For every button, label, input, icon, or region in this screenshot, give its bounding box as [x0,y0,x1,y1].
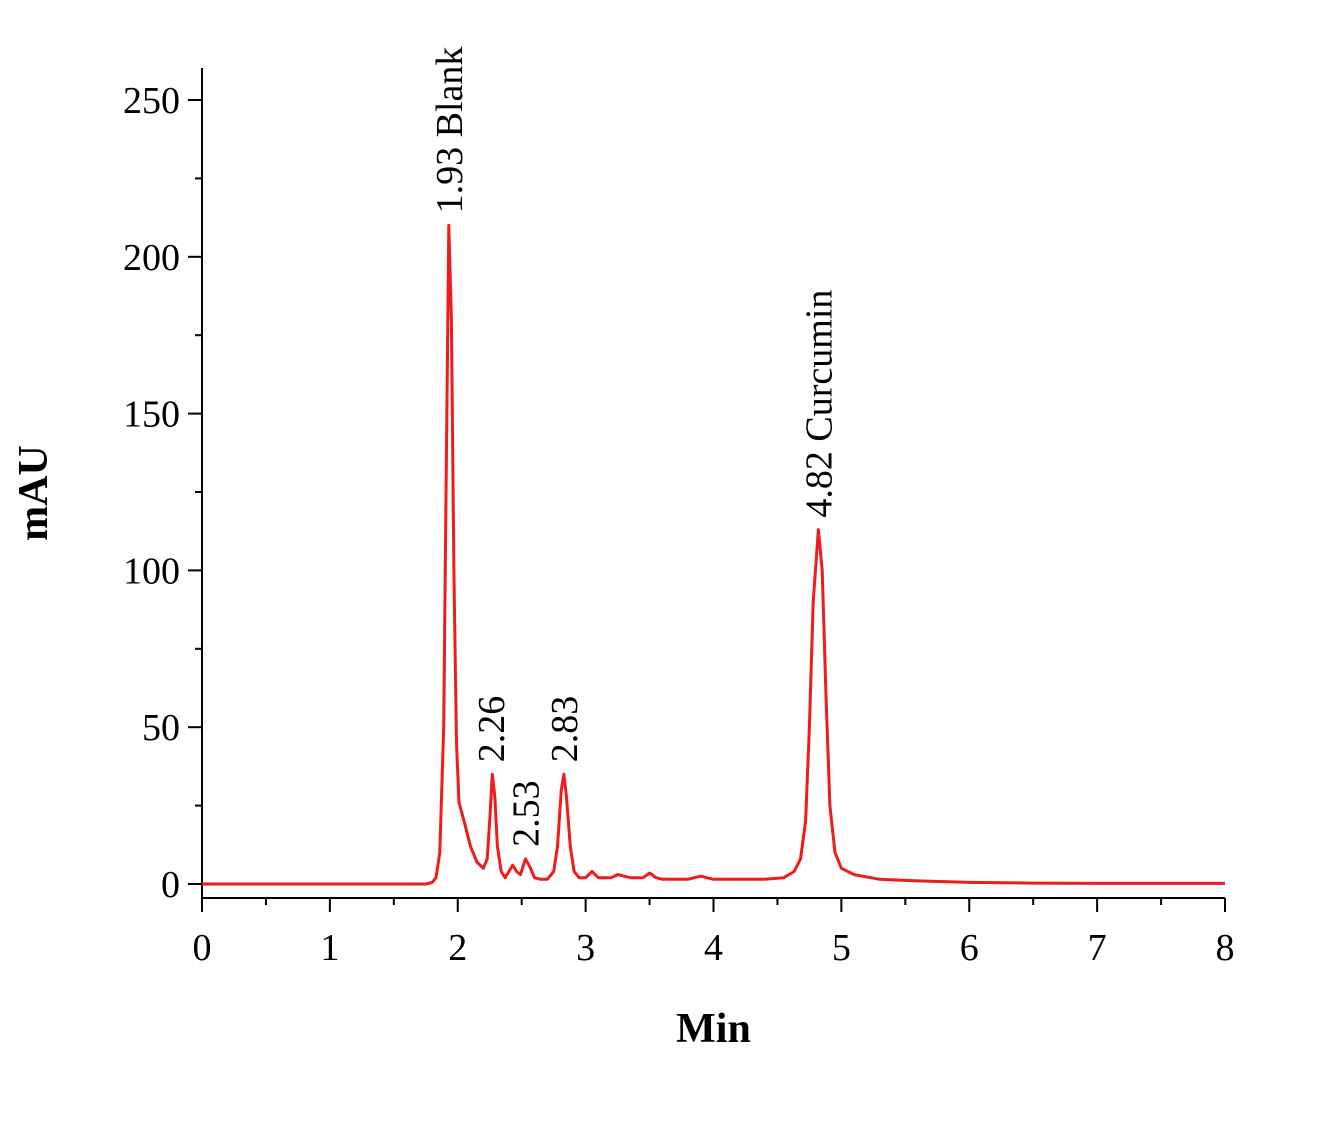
x-tick-label: 7 [1088,927,1107,969]
x-tick-label: 5 [832,927,851,969]
series-layer [202,223,1225,886]
x-axis-ticks: 0 1 2 3 4 5 6 7 8 [193,898,1235,969]
y-tick-label: 250 [123,80,180,122]
peak-label: 2.53 [506,780,548,847]
x-tick-label: 8 [1216,927,1235,969]
peak-label: 2.26 [471,696,513,763]
x-tick-label: 3 [576,927,595,969]
x-tick-label: 2 [448,927,467,969]
y-tick-label: 200 [123,237,180,279]
peak-label: 2.83 [544,696,586,763]
x-tick-label: 0 [193,927,212,969]
y-tick-label: 50 [142,707,180,749]
y-tick-label: 0 [161,864,180,906]
peak-label: 1.93 Blank [429,47,471,214]
x-tick-label: 1 [320,927,339,969]
x-tick-label: 4 [704,927,723,969]
y-tick-label: 100 [123,550,180,592]
peak-annotations: 1.93 Blank 2.26 2.53 2.83 4.82 Curcumin [429,47,841,847]
y-axis-title: mAU [11,445,57,541]
chromatogram-trace [202,223,1225,886]
y-axis-ticks: 0 50 100 150 200 250 [123,80,202,906]
x-axis-title: Min [676,1006,751,1052]
x-tick-label: 6 [960,927,979,969]
y-tick-label: 150 [123,394,180,436]
axes [201,68,1225,899]
peak-label: 4.82 Curcumin [798,290,840,518]
